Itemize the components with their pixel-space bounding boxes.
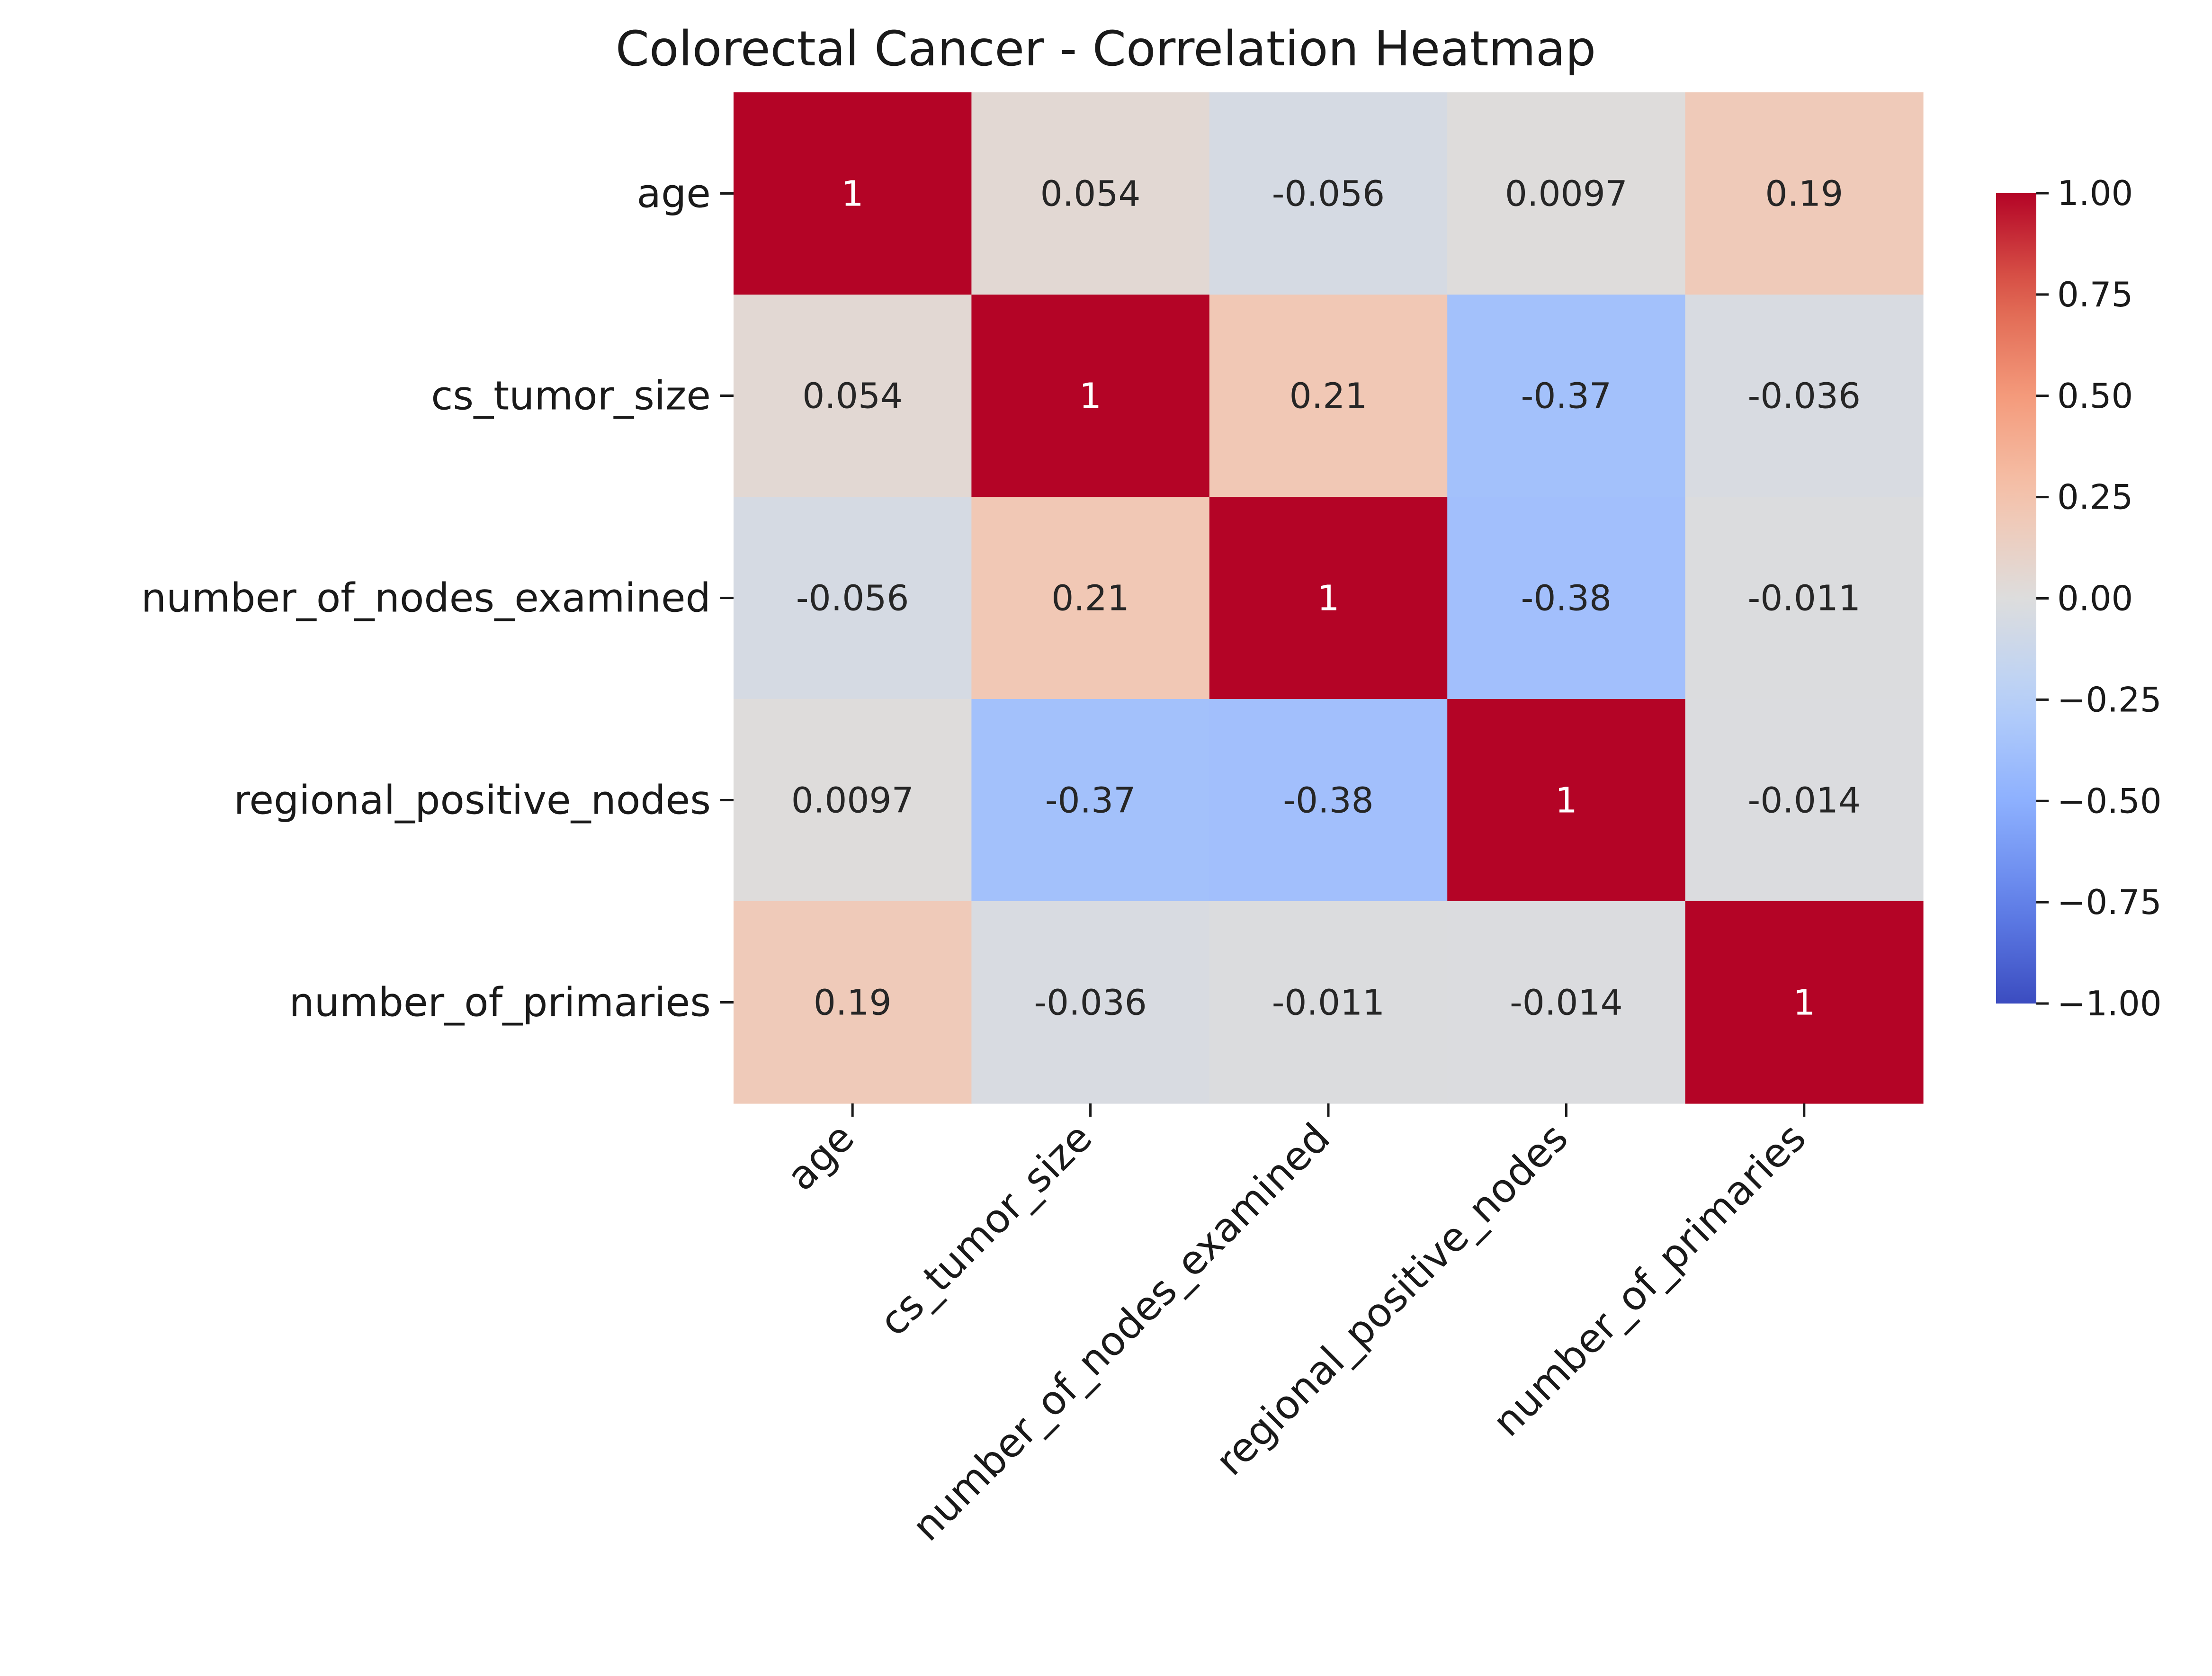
cell-value-label: 0.054 [802,376,903,417]
colorbar-tick-label: 1.00 [2057,173,2133,213]
cell-value-label: 0.19 [814,983,892,1023]
y-tick-label: cs_tumor_size [431,373,711,419]
cell-value-label: -0.014 [1510,983,1623,1023]
y-axis: age cs_tumor_size number_of_nodes_examined… [141,170,734,1026]
heatmap-cell [1209,901,1448,1104]
heatmap-cell [1685,92,1924,295]
heatmap-cell [1447,92,1686,295]
heatmap-cell [734,497,972,699]
cell-value-label: 0.0097 [791,780,914,821]
heatmap-cell [1447,295,1686,497]
cell-value-label: -0.036 [1748,376,1861,417]
heatmap-cell [1447,699,1686,902]
colorbar-gradient [1996,193,2036,1004]
colorbar-tick-label: 0.25 [2057,477,2133,517]
heatmap-cell [1447,901,1686,1104]
cell-value-label: 1 [842,174,864,215]
cell-value-label: 0.19 [1765,174,1843,215]
heatmap-cell [734,295,972,497]
cell-value-label: -0.056 [1272,174,1385,215]
colorbar-tick-label: −0.75 [2057,882,2162,922]
heatmap-cell [734,901,972,1104]
heatmap-cell [971,901,1210,1104]
heatmap-cell [1685,497,1924,699]
cell-value-label: 1 [1793,983,1815,1023]
cell-value-label: -0.011 [1748,578,1861,619]
colorbar: 1.00 0.75 0.50 0.25 0.00 −0.25 −0.50 −0.75 −1.00 [1996,173,2162,1023]
cell-value-label: 0.054 [1040,174,1141,215]
chart-title: Colorectal Cancer - Correlation Heatmap [616,21,1596,77]
heatmap-cell [971,295,1210,497]
heatmap-cell [971,699,1210,902]
cell-value-label: -0.014 [1748,780,1861,821]
heatmap-cell [1209,497,1448,699]
y-tick-label: age [637,170,711,217]
heatmap-cell [734,699,972,902]
colorbar-tick-label: 0.00 [2057,579,2133,618]
cell-value-label: -0.036 [1034,983,1147,1023]
cell-value-label: -0.37 [1045,780,1136,821]
heatmap-cell [734,92,972,295]
colorbar-tick-label: −0.50 [2057,781,2162,821]
colorbar-tick-label: −0.25 [2057,680,2162,719]
colorbar-tick-label: 0.75 [2057,275,2133,314]
cell-value-label: 0.21 [1051,578,1129,619]
heatmap-cell [1685,901,1924,1104]
heatmap-cell [971,92,1210,295]
y-tick-label: number_of_nodes_examined [141,575,711,621]
cell-value-label: -0.056 [796,578,909,619]
cell-value-label: -0.37 [1521,376,1612,417]
heatmap-cell [1685,295,1924,497]
cell-value-label: 1 [1317,578,1339,619]
cell-value-label: 0.0097 [1505,174,1628,215]
y-tick-label: regional_positive_nodes [234,777,711,824]
cell-value-label: 1 [1079,376,1102,417]
y-tick-label: number_of_primaries [289,979,711,1026]
cell-value-label: -0.011 [1272,983,1385,1023]
heatmap-cell [1209,295,1448,497]
cell-value-label: -0.38 [1283,780,1373,821]
cell-value-label: 0.21 [1290,376,1368,417]
colorbar-tick-label: 0.50 [2057,376,2133,416]
heatmap-cells [734,92,1924,1104]
cell-value-label: 1 [1555,780,1577,821]
heatmap-cell [1209,92,1448,295]
heatmap-cell [1685,699,1924,902]
colorbar-tick-label: −1.00 [2057,984,2162,1023]
heatmap-cell [1209,699,1448,902]
cell-value-label: -0.38 [1521,578,1612,619]
heatmap-cell [971,497,1210,699]
heatmap-cell-labels: 1 0.054 -0.056 0.0097 0.19 0.054 1 0.21 -0.37 -0.… [791,174,1861,1023]
heatmap-cell [1447,497,1686,699]
